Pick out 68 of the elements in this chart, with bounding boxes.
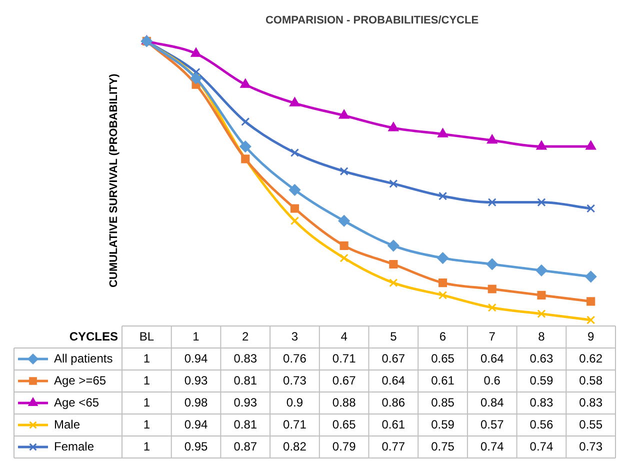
data-label: 0.73 xyxy=(283,373,307,388)
data-label: 0.61 xyxy=(382,417,406,432)
data-label: 0.59 xyxy=(530,373,554,388)
data-label: 0.94 xyxy=(184,417,208,432)
x-tick-label: 7 xyxy=(488,329,496,344)
data-label: 0.65 xyxy=(332,417,356,432)
data-label: 0.67 xyxy=(332,373,356,388)
data-label: 0.83 xyxy=(530,395,554,410)
data-label: 0.58 xyxy=(579,373,603,388)
data-label: 0.98 xyxy=(184,395,208,410)
data-label: 0.81 xyxy=(234,373,258,388)
data-label: 0.61 xyxy=(431,373,455,388)
x-tick-label: 9 xyxy=(587,329,594,344)
x-tick-label: 3 xyxy=(291,329,298,344)
chart-title: COMPARISION - PROBABILITIES/CYCLE xyxy=(265,14,479,27)
data-label: 0.83 xyxy=(579,395,603,410)
x-tick-label: 5 xyxy=(390,329,398,344)
data-label: 0.6 xyxy=(484,373,501,388)
data-label: 0.85 xyxy=(431,395,455,410)
data-label: 0.9 xyxy=(286,395,304,410)
data-label: 0.93 xyxy=(184,373,208,388)
data-label: 0.83 xyxy=(234,351,258,366)
data-label: 0.75 xyxy=(431,439,455,454)
x-tick-label: 1 xyxy=(192,329,200,344)
data-label: 0.65 xyxy=(431,351,455,366)
legend-label: All patients xyxy=(54,351,113,366)
data-label: 0.73 xyxy=(579,439,603,454)
x-tick-label: 6 xyxy=(439,329,446,344)
data-label: 0.64 xyxy=(382,373,406,388)
x-axis-title: CYCLES xyxy=(69,329,118,344)
data-label: 0.77 xyxy=(382,439,406,454)
data-label: 0.64 xyxy=(480,351,504,366)
data-label: 0.74 xyxy=(530,439,554,454)
y-axis-title: CUMULATIVE SURVIVAL (PROBABILITY) xyxy=(108,73,120,288)
data-label: 0.87 xyxy=(234,439,258,454)
data-label: 0.74 xyxy=(480,439,504,454)
data-label: 0.62 xyxy=(579,351,603,366)
data-label: 0.86 xyxy=(382,395,406,410)
data-label: 0.63 xyxy=(530,351,554,366)
data-label: 1 xyxy=(143,373,150,388)
data-label: 1 xyxy=(143,395,150,410)
x-tick-label: BL xyxy=(139,329,154,344)
data-label: 0.84 xyxy=(480,395,504,410)
data-label: 1 xyxy=(143,417,150,432)
data-label: 0.56 xyxy=(530,417,554,432)
data-label: 0.88 xyxy=(332,395,356,410)
x-tick-label: 4 xyxy=(340,329,348,344)
data-label: 0.76 xyxy=(283,351,307,366)
data-label: 0.67 xyxy=(382,351,406,366)
legend-label: Male xyxy=(54,417,80,432)
x-tick-label: 8 xyxy=(538,329,546,344)
legend-label: Female xyxy=(54,439,94,454)
data-label: 1 xyxy=(143,351,150,366)
legend-label: Age >=65 xyxy=(54,373,106,388)
data-label: 0.82 xyxy=(283,439,307,454)
data-label: 0.55 xyxy=(579,417,603,432)
data-label: 1 xyxy=(143,439,150,454)
data-label: 0.71 xyxy=(283,417,307,432)
data-label: 0.59 xyxy=(431,417,455,432)
legend-label: Age <65 xyxy=(54,395,100,410)
x-tick-label: 2 xyxy=(242,329,250,344)
data-label: 0.81 xyxy=(234,417,258,432)
data-label: 0.71 xyxy=(332,351,356,366)
data-label: 0.93 xyxy=(234,395,258,410)
data-label: 0.94 xyxy=(184,351,208,366)
data-label: 0.95 xyxy=(184,439,208,454)
data-label: 0.79 xyxy=(332,439,356,454)
data-label: 0.57 xyxy=(480,417,504,432)
